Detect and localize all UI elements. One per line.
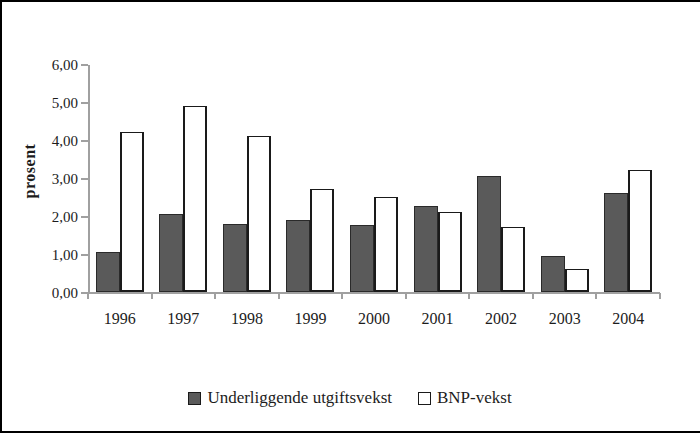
bar-2004-bnp-vekst <box>628 170 652 292</box>
y-axis-tick-label: 5,00 <box>28 94 78 112</box>
bar-1997-bnp-vekst <box>183 106 207 292</box>
bar-2004-utgiftsvekst <box>604 193 628 292</box>
bar-2003-utgiftsvekst <box>541 256 565 292</box>
x-axis-tick <box>468 293 470 299</box>
x-axis-category-label: 2001 <box>406 310 470 328</box>
bar-2003-bnp-vekst <box>565 269 589 292</box>
x-axis-category-label: 2004 <box>596 310 660 328</box>
y-axis-tick <box>81 254 88 256</box>
y-axis-tick-label: 2,00 <box>28 208 78 226</box>
legend-swatch-light-icon <box>418 392 431 405</box>
y-axis-tick-label: 6,00 <box>28 56 78 74</box>
x-axis-category-label: 2000 <box>342 310 406 328</box>
x-axis-category-label: 2002 <box>469 310 533 328</box>
legend-label: BNP-vekst <box>437 388 512 408</box>
x-axis-tick <box>532 293 534 299</box>
bar-1998-bnp-vekst <box>247 136 271 292</box>
plot-area: 0,001,002,003,004,005,006,00199619971998… <box>88 65 660 293</box>
x-axis-tick <box>405 293 407 299</box>
x-axis-tick <box>87 293 89 299</box>
y-axis-line <box>88 65 90 294</box>
x-axis-tick <box>659 293 661 299</box>
legend-swatch-dark-icon <box>188 392 201 405</box>
bar-2000-utgiftsvekst <box>350 225 374 292</box>
bar-2001-bnp-vekst <box>438 212 462 292</box>
x-axis-line <box>81 292 660 294</box>
bar-1996-utgiftsvekst <box>96 252 120 292</box>
bar-2000-bnp-vekst <box>374 197 398 292</box>
y-axis-tick <box>81 140 88 142</box>
x-axis-tick <box>595 293 597 299</box>
bar-1998-utgiftsvekst <box>223 224 247 292</box>
x-axis-category-label: 1999 <box>279 310 343 328</box>
y-axis-tick <box>81 178 88 180</box>
bar-chart-figure: prosent 0,001,002,003,004,005,006,001996… <box>0 0 700 433</box>
legend-item-bnp-vekst: BNP-vekst <box>418 388 512 408</box>
x-axis-category-label: 2003 <box>533 310 597 328</box>
bar-2002-utgiftsvekst <box>477 176 501 292</box>
scan-border-top <box>0 0 700 2</box>
x-axis-tick <box>214 293 216 299</box>
y-axis-tick <box>81 216 88 218</box>
bar-1999-utgiftsvekst <box>286 220 310 292</box>
y-axis-tick <box>81 102 88 104</box>
x-axis-category-label: 1996 <box>88 310 152 328</box>
x-axis-tick <box>278 293 280 299</box>
y-axis-tick-label: 0,00 <box>28 284 78 302</box>
bar-2001-utgiftsvekst <box>414 206 438 292</box>
x-axis-tick <box>151 293 153 299</box>
bar-1996-bnp-vekst <box>120 132 144 292</box>
scan-border-left <box>0 0 2 433</box>
bar-1997-utgiftsvekst <box>159 214 183 292</box>
legend: Underliggende utgiftsvekst BNP-vekst <box>0 388 700 408</box>
legend-item-underliggende-utgiftsvekst: Underliggende utgiftsvekst <box>188 388 392 408</box>
y-axis-tick-label: 3,00 <box>28 170 78 188</box>
y-axis-tick <box>81 64 88 66</box>
bar-1999-bnp-vekst <box>310 189 334 292</box>
x-axis-category-label: 1998 <box>215 310 279 328</box>
y-axis-tick-label: 4,00 <box>28 132 78 150</box>
x-axis-tick <box>341 293 343 299</box>
legend-label: Underliggende utgiftsvekst <box>207 388 392 408</box>
x-axis-category-label: 1997 <box>152 310 216 328</box>
y-axis-tick-label: 1,00 <box>28 246 78 264</box>
bar-2002-bnp-vekst <box>501 227 525 292</box>
